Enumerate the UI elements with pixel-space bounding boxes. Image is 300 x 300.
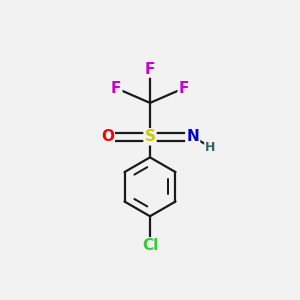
Text: S: S: [145, 129, 155, 144]
Text: H: H: [205, 141, 215, 154]
Text: F: F: [179, 81, 189, 96]
Text: F: F: [111, 81, 121, 96]
Text: Cl: Cl: [142, 238, 158, 253]
Text: O: O: [101, 129, 114, 144]
Text: F: F: [145, 61, 155, 76]
Text: N: N: [186, 129, 199, 144]
